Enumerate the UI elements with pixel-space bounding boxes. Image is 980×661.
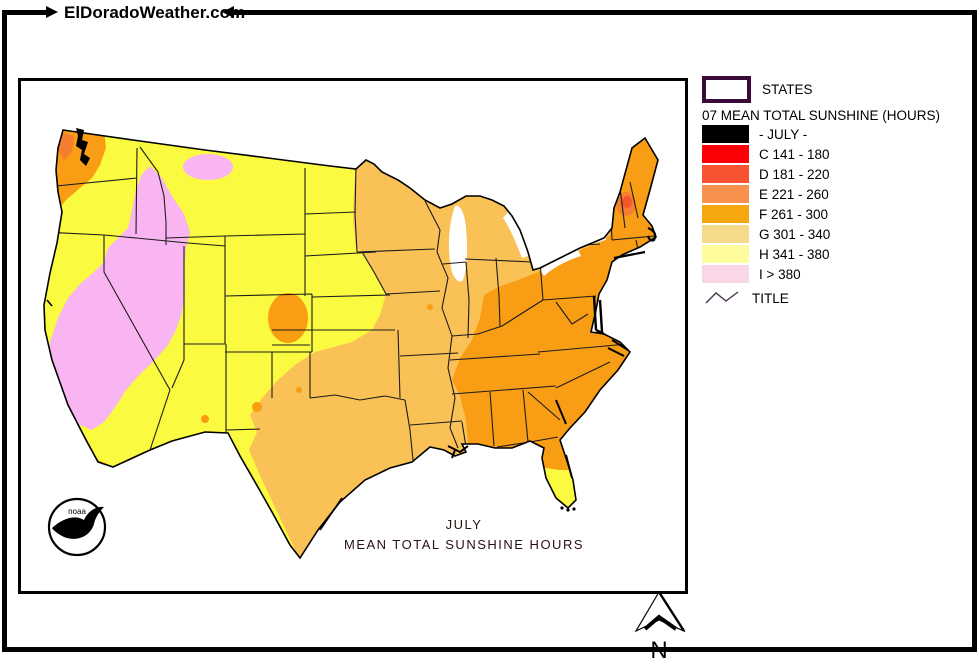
legend-item: H 341 - 380 (702, 245, 972, 263)
legend-swatch-july (702, 125, 749, 143)
map-title-line1: JULY (446, 517, 483, 532)
coastal-details (46, 128, 657, 531)
us-outline (43, 129, 659, 560)
legend-states-row: STATES (702, 76, 972, 103)
bottom-border (2, 647, 977, 652)
zigzag-line-icon (705, 291, 739, 304)
legend-item: F 261 - 300 (702, 205, 972, 223)
mississippi-delta (447, 445, 469, 459)
legend-swatch-h (702, 245, 749, 263)
border-arrow-left-icon (222, 6, 234, 18)
north-label: N (650, 637, 667, 661)
chesapeake-bay (592, 295, 605, 336)
left-border (2, 10, 7, 652)
region-f-colorado (268, 293, 308, 343)
legend-layer-title: 07 MEAN TOTAL SUNSHINE (HOURS) (702, 108, 941, 123)
legend-label: G 301 - 340 (759, 226, 831, 242)
legend-label: D 181 - 220 (759, 166, 830, 182)
site-label: ElDoradoWeather.com (64, 3, 246, 22)
legend-swatch-f (702, 205, 749, 223)
right-border (972, 10, 977, 652)
legend-title-label: TITLE (752, 290, 789, 306)
cape-cod (646, 226, 657, 242)
florida-keys-dot (572, 507, 576, 511)
legend-swatch-i (702, 265, 749, 283)
top-border-left-segment (2, 10, 46, 15)
legend-label: - JULY - (759, 126, 808, 142)
long-island (613, 250, 646, 260)
legend: STATES 07 MEAN TOTAL SUNSHINE (HOURS) - … (702, 76, 972, 307)
texas-laguna-sf-bay (46, 299, 343, 531)
legend-item: E 221 - 260 (702, 185, 972, 203)
legend-label: E 221 - 260 (759, 186, 829, 202)
legend-label: F 261 - 300 (759, 206, 829, 222)
region-i-pink-montana (183, 154, 233, 180)
region-f-east (452, 130, 658, 470)
legend-label: I > 380 (759, 266, 801, 282)
noaa-bird-wing-icon (52, 528, 80, 537)
states-label: STATES (762, 82, 813, 97)
lake-erie (540, 250, 581, 276)
region-f-dot-texas (296, 387, 302, 393)
north-arrow-chevron (643, 614, 678, 631)
north-arrow: N (634, 590, 686, 661)
legend-item: D 181 - 220 (702, 165, 972, 183)
legend-swatch-e (702, 185, 749, 203)
legend-item: G 301 - 340 (702, 225, 972, 243)
puget-sound (76, 128, 90, 166)
legend-swatch-d (702, 165, 749, 183)
legend-item: C 141 - 180 (702, 145, 972, 163)
legend-label: H 341 - 380 (759, 246, 830, 262)
legend-swatch-g (702, 225, 749, 243)
legend-title-row: TITLE (702, 289, 972, 307)
border-arrow-right-icon (46, 6, 58, 18)
legend-label: C 141 - 180 (759, 146, 830, 162)
region-f-dot-newmexico (252, 402, 262, 412)
florida-keys-dot (566, 508, 570, 512)
region-e-washington (58, 132, 74, 160)
north-arrow-outline (634, 590, 686, 633)
map-title-line2: MEAN TOTAL SUNSHINE HOURS (344, 537, 584, 552)
noaa-logo-text: noaa (68, 507, 86, 516)
north-arrow-edge (657, 591, 686, 632)
legend-swatch-c (702, 145, 749, 163)
states-symbol (702, 76, 751, 103)
atlantic-lagoons (555, 399, 573, 479)
region-f-dot-arizona (201, 415, 209, 423)
top-border-right-segment (234, 10, 977, 15)
region-f-dot-illinois (427, 304, 433, 310)
noaa-logo: noaa (47, 497, 107, 557)
region-d-newhampshire (622, 196, 632, 208)
florida-keys-dot (560, 506, 564, 510)
legend-item: - JULY - (702, 125, 972, 143)
lake-huron (503, 212, 528, 258)
nc-sounds (607, 339, 629, 357)
legend-item: I > 380 (702, 265, 972, 283)
